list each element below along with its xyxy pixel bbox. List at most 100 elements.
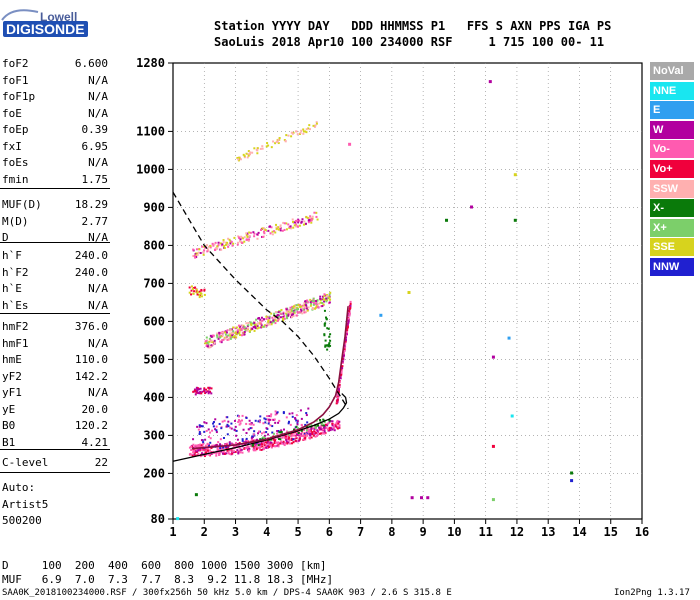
param-value: N/A xyxy=(88,90,108,103)
echo-point xyxy=(290,442,293,445)
echo-point xyxy=(335,399,338,402)
echo-point xyxy=(305,412,308,415)
footer-version: Ion2Png 1.3.17 xyxy=(614,588,690,598)
echo-point xyxy=(308,425,311,428)
echo-point xyxy=(250,322,253,325)
echo-point xyxy=(275,412,278,415)
echo-point xyxy=(237,324,240,327)
echo-point xyxy=(295,425,298,428)
echo-point xyxy=(277,444,280,447)
echo-point xyxy=(263,232,266,235)
echo-point xyxy=(239,329,242,332)
echo-point xyxy=(266,324,269,327)
echo-point xyxy=(206,341,209,344)
echo-point xyxy=(288,226,291,229)
echo-point xyxy=(279,224,282,227)
echo-point xyxy=(217,449,220,452)
param-label: B1 xyxy=(2,435,16,449)
echo-point xyxy=(310,221,313,224)
echo-point xyxy=(210,387,213,390)
param-value: N/A xyxy=(88,73,108,87)
echo-point xyxy=(304,300,307,303)
echo-point xyxy=(265,446,268,449)
echo-point xyxy=(289,312,292,315)
echo-point xyxy=(200,392,203,395)
echo-point xyxy=(278,419,281,422)
echo-point xyxy=(278,431,281,434)
param-row-foep: foEp 0.39 xyxy=(2,123,108,138)
echo-point xyxy=(263,230,266,233)
echo-point xyxy=(284,435,287,438)
echo-point xyxy=(257,444,260,447)
echo-point xyxy=(333,424,336,427)
echo-point xyxy=(346,329,349,332)
echo-point xyxy=(293,306,296,309)
echo-point xyxy=(328,301,331,304)
echo-point xyxy=(244,329,247,332)
echo-point xyxy=(235,326,238,329)
echo-point xyxy=(315,121,318,124)
echo-point xyxy=(268,317,271,320)
param-label: B0 xyxy=(2,419,16,432)
echo-point xyxy=(285,312,288,315)
echo-point xyxy=(228,441,231,444)
echo-point xyxy=(491,498,495,502)
echo-point xyxy=(294,304,297,307)
echo-point xyxy=(255,438,258,441)
echo-point xyxy=(207,343,210,346)
echo-point xyxy=(256,147,259,150)
echo-point xyxy=(232,242,235,245)
echo-point xyxy=(309,298,312,301)
echo-point xyxy=(315,211,318,214)
echo-point xyxy=(316,429,319,432)
echo-point xyxy=(269,321,272,324)
echo-point xyxy=(197,449,200,452)
echo-point xyxy=(222,449,225,452)
echo-point xyxy=(349,304,352,307)
echo-point xyxy=(295,130,298,133)
echo-point xyxy=(245,232,248,235)
echo-point xyxy=(513,173,517,177)
echo-point xyxy=(226,338,229,341)
echo-point xyxy=(338,386,341,389)
echo-point xyxy=(252,326,255,329)
x-tick-label: 12 xyxy=(510,525,524,539)
echo-point xyxy=(205,447,208,450)
echo-point xyxy=(315,300,318,303)
echo-point xyxy=(212,244,215,247)
echo-point xyxy=(226,433,229,436)
echo-point xyxy=(322,432,325,435)
echo-point xyxy=(227,420,230,423)
echo-point xyxy=(240,236,243,239)
echo-point xyxy=(217,244,220,247)
echo-point xyxy=(197,453,200,456)
echo-point xyxy=(303,307,306,310)
echo-point xyxy=(306,421,309,424)
echo-point xyxy=(216,332,219,335)
echo-point xyxy=(306,301,309,304)
echo-point xyxy=(303,302,306,305)
echo-point xyxy=(253,235,256,238)
echo-point xyxy=(302,428,305,431)
echo-point xyxy=(323,323,326,326)
echo-point xyxy=(315,122,318,125)
echo-point xyxy=(274,231,277,234)
echo-point xyxy=(288,309,291,312)
y-tick-label: 600 xyxy=(143,314,165,328)
echo-point xyxy=(326,299,329,302)
echo-point xyxy=(236,444,239,447)
legend-item-noval: NoVal xyxy=(650,62,694,80)
echo-point xyxy=(226,241,229,244)
param-label: foF1 xyxy=(2,73,29,87)
echo-point xyxy=(197,388,200,391)
echo-point xyxy=(346,323,349,326)
echo-point xyxy=(239,447,242,450)
echo-point xyxy=(218,333,221,336)
param-row-fxi: fxI 6.95 xyxy=(2,140,108,155)
echo-point xyxy=(241,451,244,454)
header-row-1: Station YYYY DAY DDD HHMMSS P1 FFS S AXN… xyxy=(214,19,612,33)
echo-point xyxy=(326,428,329,431)
echo-point xyxy=(279,436,282,439)
echo-point xyxy=(243,443,246,446)
echo-point xyxy=(243,333,246,336)
